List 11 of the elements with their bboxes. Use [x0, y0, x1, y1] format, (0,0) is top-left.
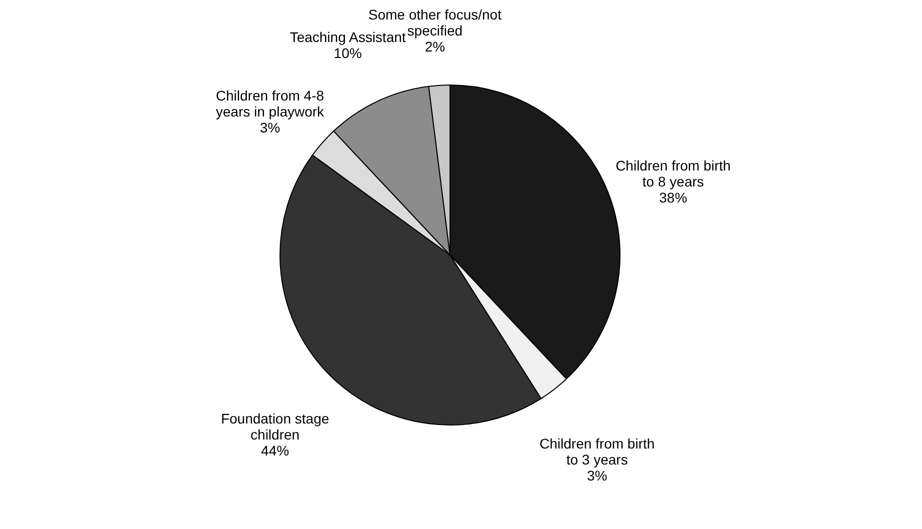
data-label: 3% — [260, 119, 280, 136]
slice-label: Children from birth to 3 years — [540, 436, 655, 468]
slice-label: Teaching Assistant — [290, 28, 406, 45]
data-label: 38% — [659, 190, 688, 206]
data-label: 10% — [334, 44, 362, 61]
data-label: 2% — [424, 38, 446, 54]
data-label: 3% — [586, 468, 608, 484]
data-label: 44% — [261, 442, 290, 458]
slice-label: Children from 4-8 years in playwork — [216, 87, 326, 120]
slice-label: Foundation stage children — [220, 410, 330, 442]
slice-label: Children from birth to 8 years — [616, 158, 731, 190]
